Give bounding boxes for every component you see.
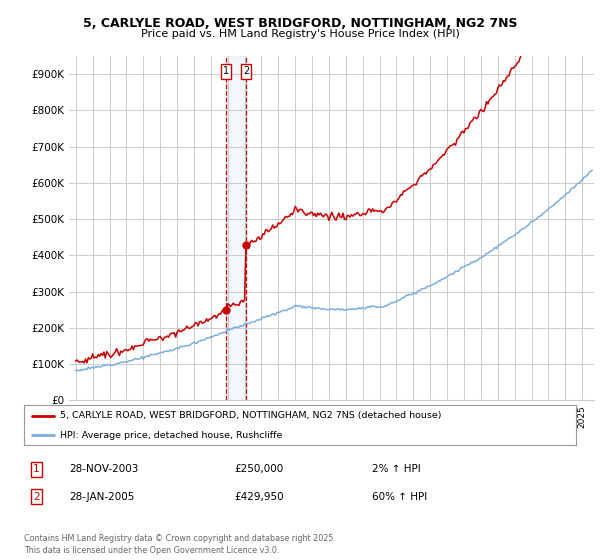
Text: £429,950: £429,950 xyxy=(234,492,284,502)
Text: HPI: Average price, detached house, Rushcliffe: HPI: Average price, detached house, Rush… xyxy=(60,431,282,440)
Bar xyxy=(226,56,246,400)
Text: 28-NOV-2003: 28-NOV-2003 xyxy=(69,464,139,474)
Text: 2: 2 xyxy=(243,67,249,77)
Text: Price paid vs. HM Land Registry's House Price Index (HPI): Price paid vs. HM Land Registry's House … xyxy=(140,29,460,39)
Text: 60% ↑ HPI: 60% ↑ HPI xyxy=(372,492,427,502)
Text: 5, CARLYLE ROAD, WEST BRIDGFORD, NOTTINGHAM, NG2 7NS (detached house): 5, CARLYLE ROAD, WEST BRIDGFORD, NOTTING… xyxy=(60,411,442,420)
Text: 2: 2 xyxy=(33,492,40,502)
Text: 1: 1 xyxy=(33,464,40,474)
Text: 28-JAN-2005: 28-JAN-2005 xyxy=(69,492,134,502)
Text: Contains HM Land Registry data © Crown copyright and database right 2025.
This d: Contains HM Land Registry data © Crown c… xyxy=(24,534,336,555)
Text: £250,000: £250,000 xyxy=(234,464,283,474)
Text: 2% ↑ HPI: 2% ↑ HPI xyxy=(372,464,421,474)
Text: 5, CARLYLE ROAD, WEST BRIDGFORD, NOTTINGHAM, NG2 7NS: 5, CARLYLE ROAD, WEST BRIDGFORD, NOTTING… xyxy=(83,17,517,30)
Text: 1: 1 xyxy=(223,67,229,77)
